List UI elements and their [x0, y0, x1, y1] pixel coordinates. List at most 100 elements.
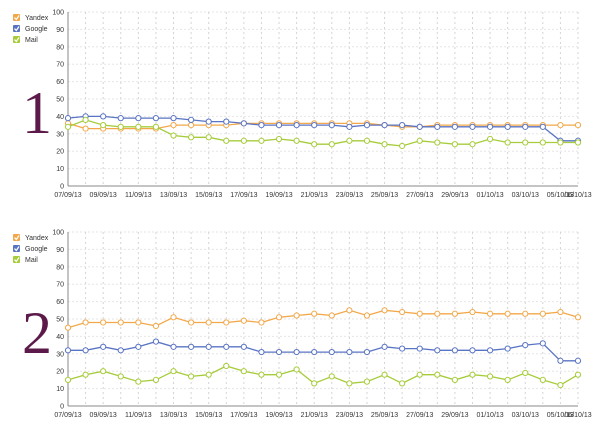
data-point	[434, 123, 441, 130]
y-tick-label: 30	[56, 351, 64, 358]
x-tick-label: 06/10/13	[564, 412, 591, 419]
data-point	[346, 137, 353, 144]
data-point	[381, 343, 388, 350]
panel-number: 1	[22, 80, 52, 146]
data-point	[328, 141, 335, 148]
data-point	[469, 141, 476, 148]
x-tick-label: 13/09/13	[160, 192, 187, 199]
data-point	[100, 343, 107, 350]
y-tick-label: 10	[56, 166, 64, 173]
x-tick-label: 23/09/13	[336, 192, 363, 199]
data-point	[557, 122, 564, 129]
data-point	[399, 122, 406, 129]
y-tick-label: 100	[52, 10, 64, 17]
series-google	[64, 113, 582, 144]
x-tick-label: 19/09/13	[265, 412, 292, 419]
y-tick-label: 50	[56, 97, 64, 104]
data-point	[293, 137, 300, 144]
data-point	[434, 371, 441, 378]
data-point	[311, 122, 318, 129]
x-tick-label: 01/10/13	[476, 192, 503, 199]
data-point	[223, 362, 230, 370]
data-point	[64, 347, 72, 354]
data-point	[223, 343, 230, 350]
data-point	[574, 357, 582, 364]
data-point	[574, 371, 582, 378]
y-tick-label: 60	[56, 79, 64, 86]
data-point	[539, 310, 546, 317]
data-point	[451, 310, 458, 317]
data-point	[205, 134, 212, 141]
data-point	[328, 312, 335, 319]
data-point	[469, 308, 476, 316]
y-tick-label: 40	[56, 334, 64, 341]
data-point	[539, 139, 546, 146]
check-icon	[14, 15, 20, 21]
legend-label: Yandex	[25, 15, 49, 22]
check-icon	[14, 37, 20, 43]
check-icon	[14, 246, 20, 252]
check-icon	[14, 26, 20, 32]
y-tick-label: 70	[56, 62, 64, 69]
x-tick-label: 03/10/13	[512, 412, 539, 419]
data-point	[434, 310, 441, 317]
data-point	[188, 134, 195, 141]
data-point	[416, 123, 423, 130]
data-point	[539, 376, 546, 383]
data-point	[311, 310, 318, 317]
data-point	[381, 307, 388, 314]
data-point	[117, 319, 124, 326]
data-point	[522, 139, 529, 146]
data-point	[399, 345, 406, 352]
data-point	[152, 123, 160, 130]
data-point	[82, 347, 89, 354]
data-point	[311, 348, 318, 356]
y-tick-label: 0	[60, 184, 64, 191]
data-point	[434, 139, 441, 146]
data-point	[504, 310, 511, 317]
y-tick-label: 90	[56, 27, 64, 34]
data-point	[486, 123, 494, 130]
data-point	[152, 322, 160, 330]
data-point	[574, 139, 582, 146]
series-yandex	[64, 120, 582, 132]
x-tick-label: 15/09/13	[195, 192, 222, 199]
data-point	[574, 122, 582, 129]
series-line	[68, 340, 578, 362]
data-point	[416, 137, 423, 144]
data-point	[346, 123, 353, 130]
data-point	[275, 122, 283, 129]
legend-label: Google	[25, 26, 48, 33]
data-point	[522, 369, 529, 377]
data-point	[539, 340, 546, 347]
data-point	[469, 371, 476, 378]
data-point	[170, 343, 177, 350]
data-point	[188, 343, 195, 350]
x-tick-label: 19/09/13	[265, 192, 292, 199]
data-point	[451, 376, 458, 383]
data-point	[293, 122, 300, 129]
data-point	[293, 312, 300, 319]
x-tick-label: 09/09/13	[90, 192, 117, 199]
legend-label: Yandex	[25, 235, 49, 242]
data-point	[152, 376, 160, 383]
y-tick-label: 10	[56, 386, 64, 393]
data-point	[188, 319, 195, 326]
data-point	[117, 115, 124, 122]
x-tick-label: 25/09/13	[371, 192, 398, 199]
data-point	[399, 308, 406, 316]
x-tick-label: 11/09/13	[125, 412, 152, 419]
x-tick-label: 01/10/13	[476, 412, 503, 419]
y-tick-label: 80	[56, 264, 64, 271]
data-point	[346, 307, 353, 314]
data-point	[363, 137, 371, 144]
data-point	[275, 314, 283, 321]
data-point	[188, 116, 195, 123]
y-tick-label: 70	[56, 282, 64, 289]
x-tick-label: 17/09/13	[230, 412, 257, 419]
data-point	[574, 314, 582, 321]
data-point	[275, 371, 283, 378]
data-point	[522, 310, 529, 317]
